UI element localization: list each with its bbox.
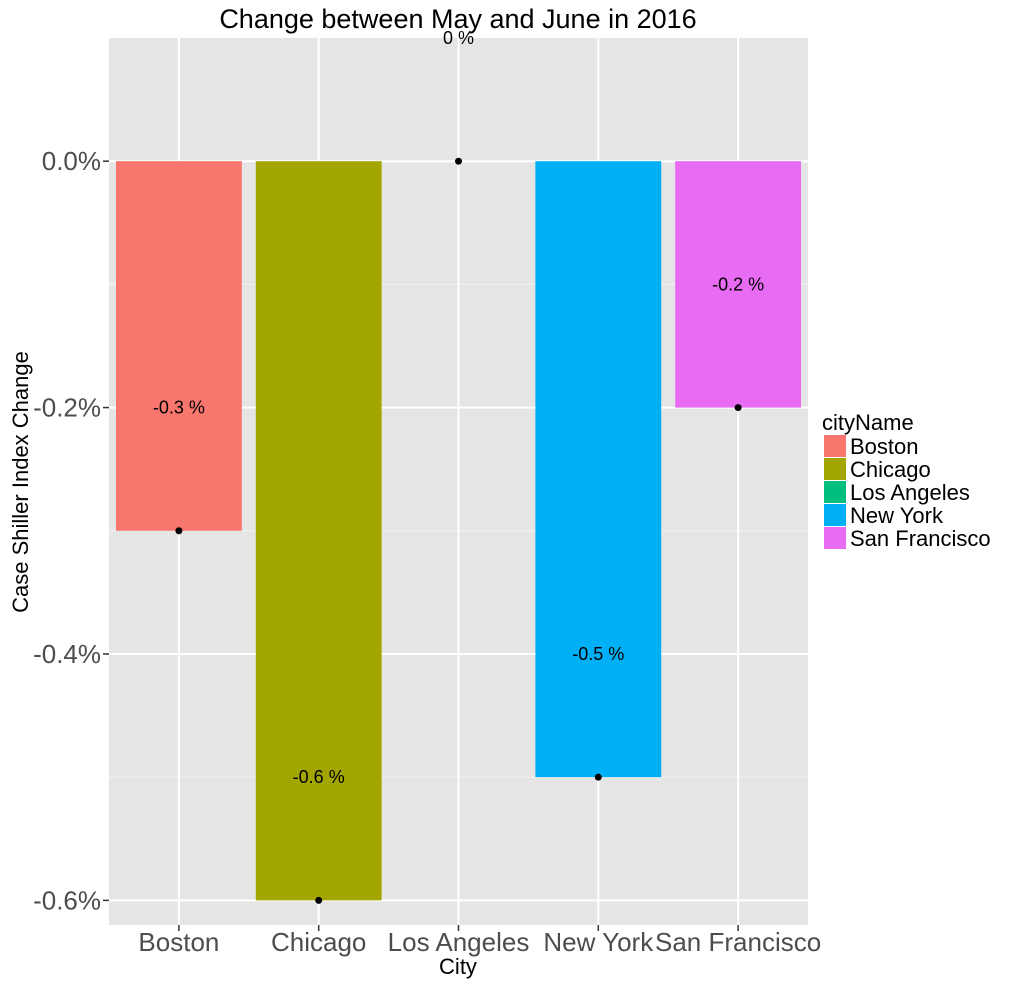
x-tick-label: Boston xyxy=(138,927,219,957)
legend-swatch xyxy=(824,527,846,549)
data-labels: -0.3 % -0.6 % 0 % -0.5 % -0.2 % xyxy=(153,28,764,787)
data-label-los-angeles: 0 % xyxy=(443,28,474,48)
y-tick-label: -0.4% xyxy=(33,639,101,669)
legend-swatch xyxy=(824,435,846,457)
point-chicago xyxy=(315,896,323,904)
legend-label: Boston xyxy=(850,434,919,459)
x-tick-label: New York xyxy=(543,927,654,957)
data-label-new-york: -0.5 % xyxy=(572,644,624,664)
y-axis-title: Case Shiller Index Change xyxy=(8,351,33,613)
legend-swatch xyxy=(824,481,846,503)
bar-boston xyxy=(115,161,242,531)
chart-title: Change between May and June in 2016 xyxy=(219,4,696,34)
legend-label: New York xyxy=(850,503,944,528)
points xyxy=(175,157,742,904)
x-tick-label: Los Angeles xyxy=(388,927,530,957)
y-tick-label: -0.2% xyxy=(33,393,101,423)
y-tick-label: -0.6% xyxy=(33,885,101,915)
bars xyxy=(115,161,802,901)
legend-swatch xyxy=(824,458,846,480)
bar-chicago xyxy=(255,161,382,901)
legend-label: Los Angeles xyxy=(850,480,970,505)
y-axis-ticks: 0.0% -0.2% -0.4% -0.6% xyxy=(33,146,109,915)
x-axis-ticks: Boston Chicago Los Angeles New York San Fran… xyxy=(138,925,821,957)
legend-label: Chicago xyxy=(850,457,931,482)
point-new-york xyxy=(594,773,602,781)
data-label-san-francisco: -0.2 % xyxy=(712,274,764,294)
legend-swatch xyxy=(824,504,846,526)
data-label-chicago: -0.6 % xyxy=(293,767,345,787)
bar-san-francisco xyxy=(675,161,802,408)
x-tick-label: San Francisco xyxy=(655,927,821,957)
legend-label: San Francisco xyxy=(850,526,991,551)
point-san-francisco xyxy=(734,404,742,412)
bar-new-york xyxy=(535,161,662,778)
x-axis-title: City xyxy=(439,954,477,979)
data-label-boston: -0.3 % xyxy=(153,398,205,418)
y-tick-label: 0.0% xyxy=(42,146,101,176)
legend-title: cityName xyxy=(822,410,914,435)
point-boston xyxy=(175,527,183,535)
x-tick-label: Chicago xyxy=(271,927,366,957)
point-los-angeles xyxy=(455,157,462,165)
